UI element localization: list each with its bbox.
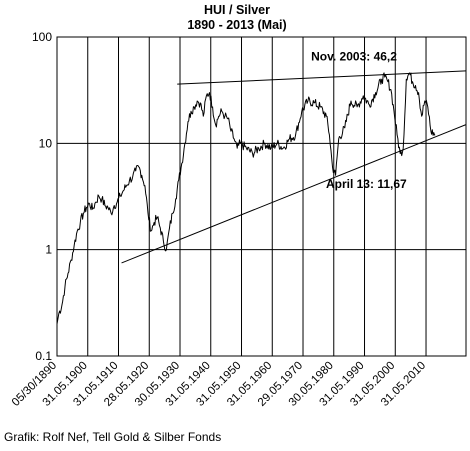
y-tick-label: 100 [32,30,52,44]
y-tick-label: 0.1 [35,349,52,363]
plot-frame [56,36,467,357]
annotation-label: April 13: 11,67 [326,177,407,191]
y-tick-label: 1 [45,243,52,257]
series-line [56,72,436,325]
x-axis: 05/30/189031.05.190031.05.191028.05.1920… [10,360,428,409]
annotations: Nov. 2003: 46,2 April 13: 11,67 [311,50,407,191]
trendlines [121,70,467,264]
series-layer [56,72,436,325]
credit-text: Grafik: Rolf Nef, Tell Gold & Silber Fon… [4,430,222,444]
chart-subtitle: 1890 - 2013 (Mai) [187,18,286,32]
y-tick-label: 10 [39,136,53,150]
trendline [121,124,467,264]
grid-lines [56,36,466,357]
y-axis: 0.1 1 10 100 [32,30,52,363]
trendline [177,70,466,85]
annotation-label: Nov. 2003: 46,2 [311,50,397,64]
chart-title: HUI / Silver [204,3,270,17]
